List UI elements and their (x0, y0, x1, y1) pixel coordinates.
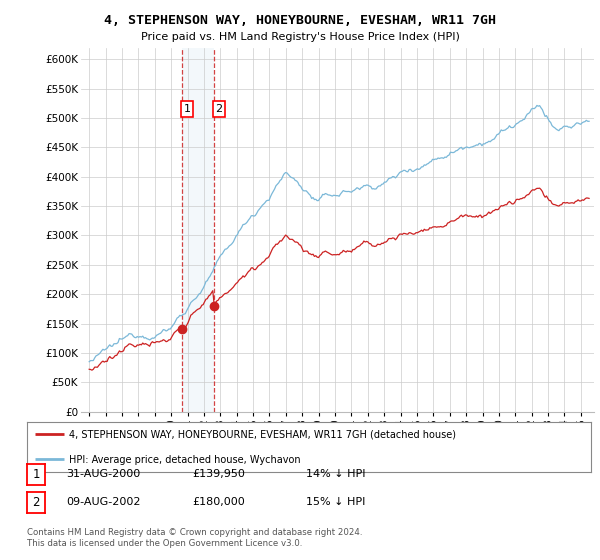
Text: 31-AUG-2000: 31-AUG-2000 (66, 469, 140, 479)
Text: 09-AUG-2002: 09-AUG-2002 (66, 497, 140, 507)
Text: HPI: Average price, detached house, Wychavon: HPI: Average price, detached house, Wych… (70, 455, 301, 465)
Text: £180,000: £180,000 (192, 497, 245, 507)
Text: 2: 2 (215, 104, 223, 114)
Text: 15% ↓ HPI: 15% ↓ HPI (306, 497, 365, 507)
Bar (182, 48, 214, 412)
Text: 1: 1 (184, 104, 191, 114)
Text: Price paid vs. HM Land Registry's House Price Index (HPI): Price paid vs. HM Land Registry's House … (140, 32, 460, 43)
Text: 4, STEPHENSON WAY, HONEYBOURNE, EVESHAM, WR11 7GH (detached house): 4, STEPHENSON WAY, HONEYBOURNE, EVESHAM,… (70, 430, 457, 440)
Text: 14% ↓ HPI: 14% ↓ HPI (306, 469, 365, 479)
Text: Contains HM Land Registry data © Crown copyright and database right 2024.
This d: Contains HM Land Registry data © Crown c… (27, 528, 362, 548)
Text: £139,950: £139,950 (192, 469, 245, 479)
Text: 4, STEPHENSON WAY, HONEYBOURNE, EVESHAM, WR11 7GH: 4, STEPHENSON WAY, HONEYBOURNE, EVESHAM,… (104, 14, 496, 27)
Text: 2: 2 (32, 496, 40, 509)
Text: 1: 1 (32, 468, 40, 481)
